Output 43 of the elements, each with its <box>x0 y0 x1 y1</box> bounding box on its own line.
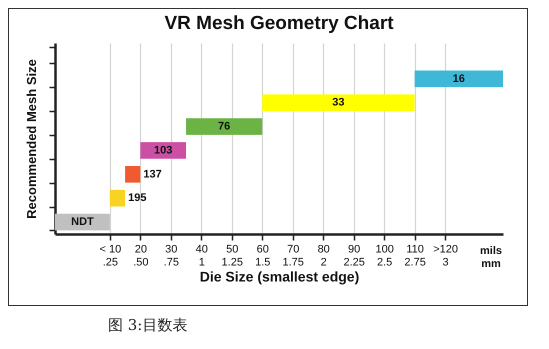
x-tick-label: 90 <box>348 244 360 256</box>
x-tick-label: 60 <box>256 244 269 256</box>
bar <box>414 70 503 88</box>
annotation: 76 <box>218 120 230 133</box>
caption: 图 3:目数表 <box>108 316 188 335</box>
x2-tick-label: 2.25 <box>343 256 365 268</box>
chart-title: VR Mesh Geometry Chart <box>164 13 394 34</box>
text: mm <box>481 258 501 270</box>
x-tick-label: 50 <box>226 244 238 256</box>
annotation: 33 <box>332 96 345 109</box>
x2-tick-label: 3 <box>442 256 449 268</box>
x-tick-label: 100 <box>375 244 394 256</box>
annotation: NDT <box>71 216 94 228</box>
y-axis-title: Recommended Mesh Size <box>24 59 39 219</box>
x-tick-label: 40 <box>196 244 208 256</box>
x2-tick-label: 2.5 <box>376 256 392 268</box>
bar <box>125 166 140 183</box>
x2-tick-label: 1.75 <box>282 256 304 268</box>
x2-tick-label: 2.75 <box>404 256 426 268</box>
bar <box>262 94 415 112</box>
annotation: 103 <box>154 144 172 156</box>
x2-tick-label: .25 <box>102 256 118 268</box>
x-tick-label: 80 <box>318 244 330 256</box>
x-tick-label: 20 <box>134 244 147 256</box>
x2-tick-label: .50 <box>133 256 148 268</box>
x2-tick-label: 1.25 <box>222 256 243 268</box>
bar <box>110 190 126 207</box>
x-tick-label: < 10 <box>100 244 122 256</box>
bar <box>55 214 110 230</box>
x2-tick-label: .75 <box>164 256 179 268</box>
text: mils <box>480 245 502 257</box>
x-tick-label: 110 <box>406 244 424 256</box>
x2-tick-label: 1.5 <box>255 256 270 268</box>
x2-tick-label: 1 <box>198 256 205 268</box>
annotation: 16 <box>452 72 465 85</box>
annotation: 137 <box>143 168 162 180</box>
x-axis-title: Die Size (smallest edge) <box>200 268 360 284</box>
x-tick-label: 70 <box>287 244 300 256</box>
x-tick-label: >120 <box>433 244 458 256</box>
x-tick-label: 30 <box>165 244 178 256</box>
x2-tick-label: 2 <box>320 256 327 268</box>
bar <box>186 118 262 135</box>
annotation: 195 <box>128 192 146 204</box>
